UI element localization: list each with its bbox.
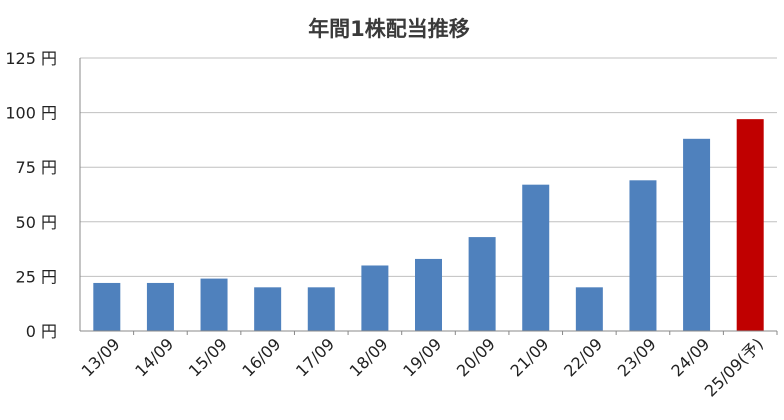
y-tick-label-0: 0 円 xyxy=(26,322,57,341)
x-tick-label-18/09: 18/09 xyxy=(346,334,392,380)
bar-25/09(予) xyxy=(736,119,764,331)
x-tick-label-24/09: 24/09 xyxy=(667,334,713,380)
bar-15/09 xyxy=(200,278,228,331)
bar-16/09 xyxy=(254,287,282,331)
y-tick-label-75: 75 円 xyxy=(16,158,57,177)
x-tick-label-16/09: 16/09 xyxy=(238,334,284,380)
x-tick-label-25/09(予): 25/09(予) xyxy=(701,334,767,400)
bar-21/09 xyxy=(522,184,550,331)
x-tick-label-22/09: 22/09 xyxy=(560,334,606,380)
x-tick-label-15/09: 15/09 xyxy=(185,334,231,380)
x-tick-label-23/09: 23/09 xyxy=(614,334,660,380)
x-tick-label-13/09: 13/09 xyxy=(78,334,124,380)
y-tick-label-100: 100 円 xyxy=(5,104,57,123)
y-tick-label-25: 25 円 xyxy=(16,267,57,286)
x-tick-labels: 13/09 14/09 15/09 16/09 17/09 18/09 19/09 20/09… xyxy=(78,334,767,400)
bar-18/09 xyxy=(361,265,389,331)
bars xyxy=(93,119,764,331)
bar-20/09 xyxy=(468,237,496,331)
axes xyxy=(79,58,778,335)
bar-19/09 xyxy=(415,258,442,331)
x-tick-label-20/09: 20/09 xyxy=(453,334,499,380)
bar-17/09 xyxy=(307,287,335,331)
y-tick-label-125: 125 円 xyxy=(5,49,57,68)
x-tick-label-21/09: 21/09 xyxy=(507,334,553,380)
x-tick-label-14/09: 14/09 xyxy=(131,334,177,380)
chart-title: 年間1株配当推移 xyxy=(308,17,470,41)
y-tick-label-50: 50 円 xyxy=(16,213,57,232)
x-tick-label-19/09: 19/09 xyxy=(399,334,445,380)
gridlines xyxy=(80,57,777,277)
bar-24/09 xyxy=(683,138,711,331)
bar-13/09 xyxy=(93,282,121,331)
bar-23/09 xyxy=(629,180,657,331)
bar-22/09 xyxy=(575,287,603,331)
y-tick-labels: 0 円 25 円 50 円 75 円 100 円 125 円 xyxy=(5,49,57,341)
x-tick-label-17/09: 17/09 xyxy=(292,334,338,380)
bar-14/09 xyxy=(146,282,174,331)
